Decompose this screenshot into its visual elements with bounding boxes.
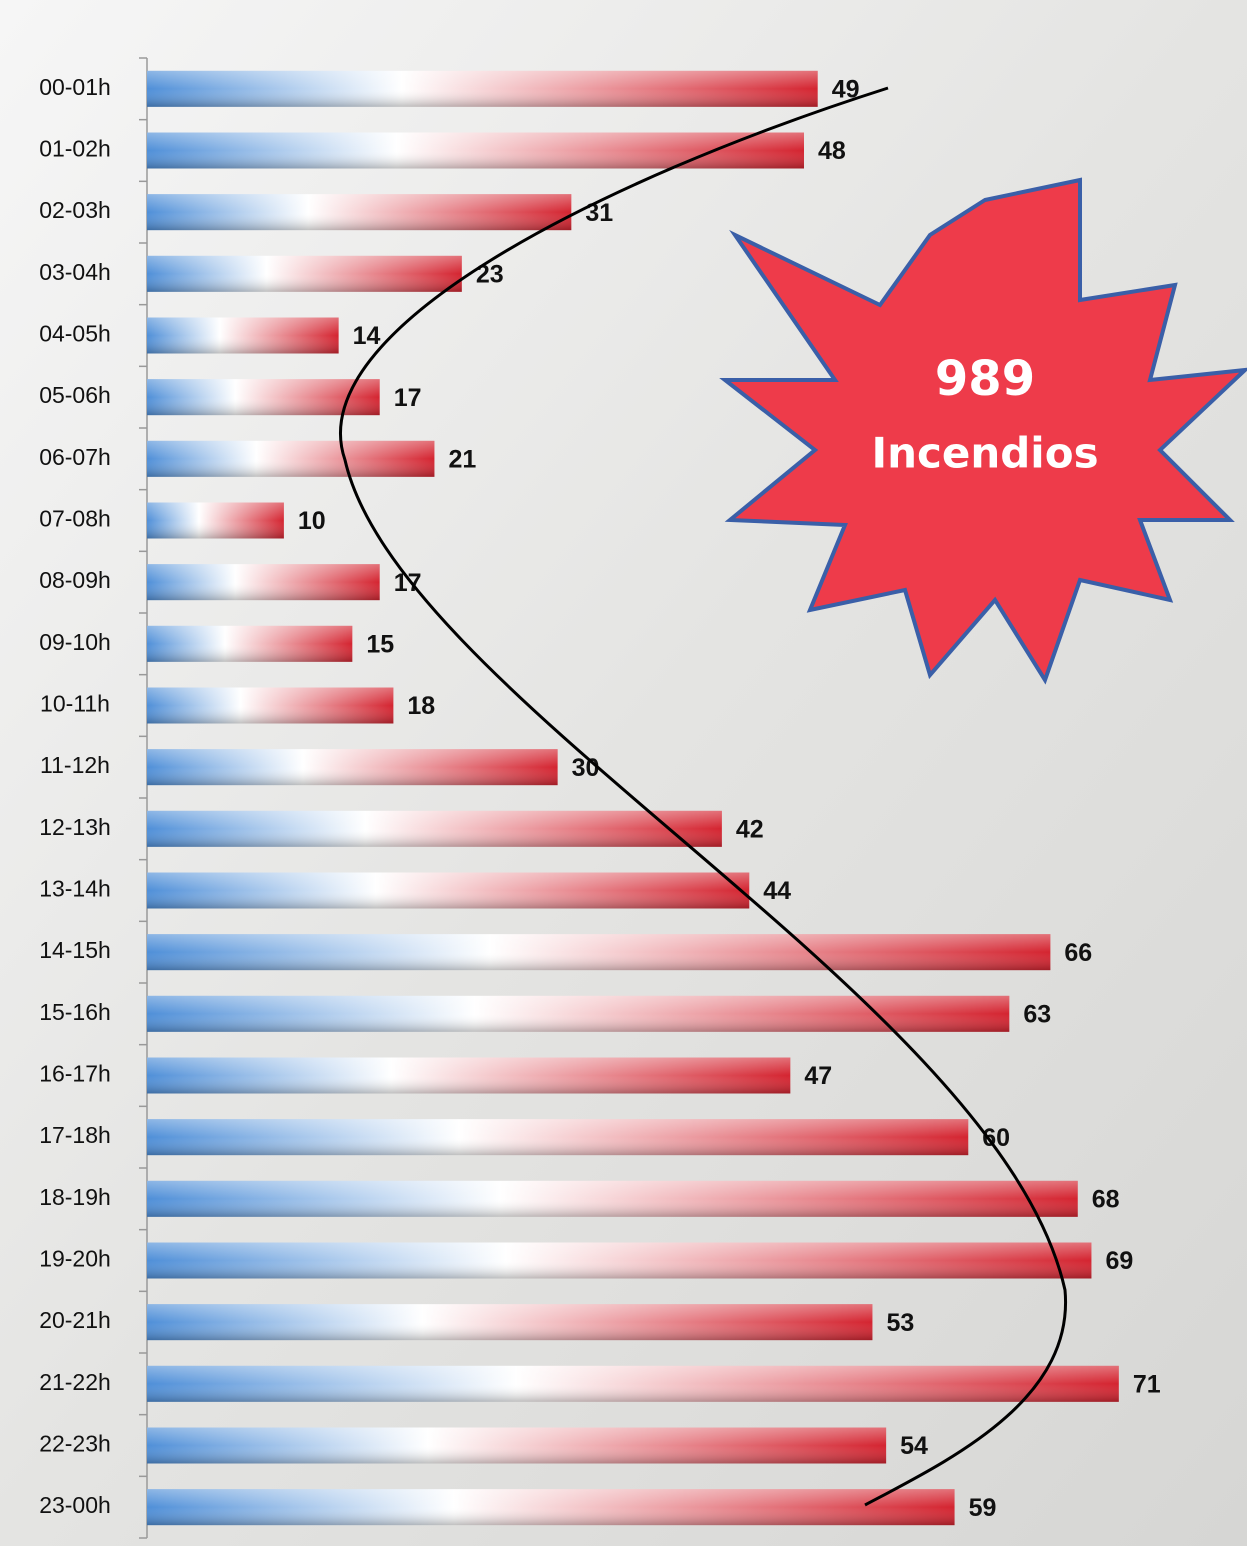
category-label: 15-16h (39, 999, 111, 1025)
category-label: 23-00h (39, 1492, 111, 1518)
bar-shade (147, 995, 1010, 1032)
category-label: 00-01h (39, 74, 111, 100)
bar-shade (147, 872, 750, 909)
value-label: 17 (394, 384, 422, 412)
bar-shade (147, 1180, 1078, 1217)
value-label: 42 (736, 815, 764, 843)
value-label: 14 (353, 322, 381, 350)
value-label: 15 (366, 630, 394, 658)
category-label: 07-08h (39, 506, 111, 532)
bar-shade (147, 564, 380, 601)
trend-line (339, 86, 1067, 1507)
category-label: 21-22h (39, 1369, 111, 1395)
value-label: 10 (298, 507, 326, 535)
bar-shade (147, 1242, 1092, 1279)
bar-shade (147, 625, 353, 662)
category-label: 19-20h (39, 1246, 111, 1272)
value-label: 69 (1105, 1247, 1133, 1275)
value-label: 21 (448, 445, 476, 473)
value-label: 59 (969, 1494, 997, 1522)
value-label: 53 (886, 1309, 914, 1337)
bar-shade (147, 749, 558, 786)
bar-shade (147, 132, 804, 169)
category-label: 03-04h (39, 259, 111, 285)
value-label: 18 (407, 692, 435, 720)
value-label: 63 (1023, 1000, 1051, 1028)
category-label: 22-23h (39, 1431, 111, 1457)
category-label: 06-07h (39, 444, 111, 470)
value-label: 47 (804, 1062, 832, 1090)
bar-shade (147, 810, 722, 847)
bar-shade (147, 194, 572, 231)
value-label: 17 (394, 569, 422, 597)
value-label: 48 (818, 137, 846, 165)
burst-label: Incendios (871, 429, 1098, 478)
bar-shade (147, 502, 284, 539)
bar-shade (147, 1427, 887, 1464)
value-label: 54 (900, 1432, 928, 1460)
value-label: 66 (1064, 939, 1092, 967)
category-label: 17-18h (39, 1122, 111, 1148)
category-label: 10-11h (40, 691, 110, 717)
category-label: 05-06h (39, 382, 111, 408)
bar-shade (147, 687, 394, 724)
bar-shade (147, 255, 462, 292)
category-label: 14-15h (39, 937, 111, 963)
bar-shade (147, 1489, 955, 1526)
bar-shade (147, 70, 818, 107)
bar-shade (147, 1119, 969, 1156)
bar-shade (147, 440, 435, 477)
bar-shade (147, 934, 1051, 971)
category-label: 11-12h (40, 752, 110, 778)
category-label: 09-10h (39, 629, 111, 655)
value-label: 68 (1092, 1185, 1120, 1213)
value-label: 31 (585, 199, 613, 227)
bar-shade (147, 379, 380, 416)
category-label: 16-17h (39, 1061, 111, 1087)
value-label: 71 (1133, 1370, 1161, 1398)
category-label: 02-03h (39, 197, 111, 223)
burst-count: 989 (935, 351, 1035, 407)
burst-shape (719, 177, 1247, 685)
category-label: 01-02h (39, 136, 111, 162)
category-label: 12-13h (39, 814, 111, 840)
value-label: 44 (763, 877, 791, 905)
category-label: 13-14h (39, 876, 111, 902)
category-label: 08-09h (39, 567, 111, 593)
value-label: 23 (476, 260, 504, 288)
bar-shade (147, 1304, 873, 1341)
bar-shade (147, 1365, 1119, 1402)
category-label: 18-19h (39, 1184, 111, 1210)
bar-shade (147, 317, 339, 354)
category-label: 20-21h (39, 1307, 111, 1333)
bar-shade (147, 1057, 791, 1094)
category-label: 04-05h (39, 321, 111, 347)
